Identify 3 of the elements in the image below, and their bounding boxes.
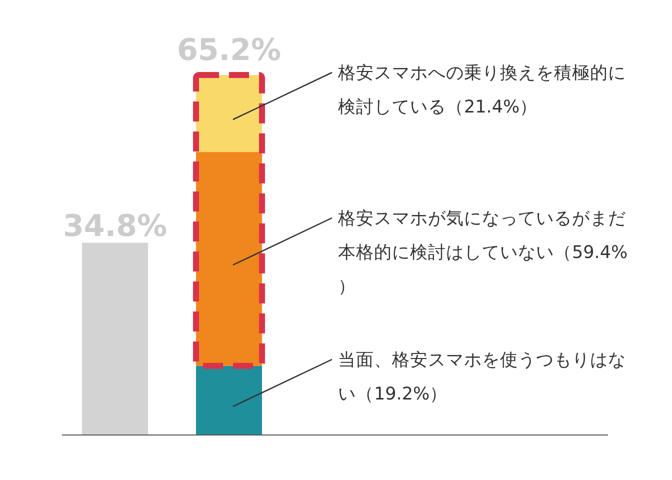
text: 格安スマホが気になっているがまだ本格的に検討はしていない（59.4%） (337, 208, 628, 297)
text: 格安スマホへの乗り換えを積極的に検討している（21.4%） (337, 62, 626, 118)
text: 当面、格安スマホを使うつもりはない（19.2%） (338, 349, 626, 404)
